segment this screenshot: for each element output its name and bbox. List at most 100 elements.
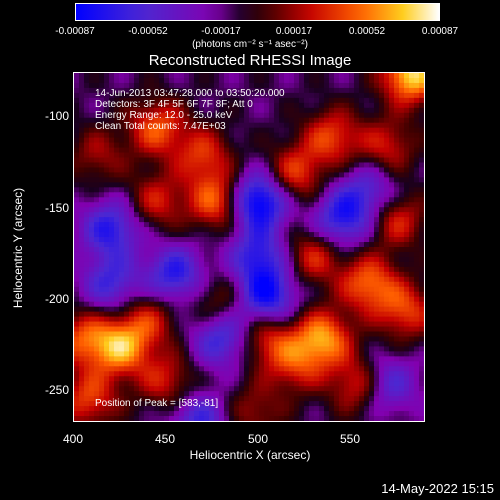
heatmap-pixel bbox=[184, 77, 190, 84]
heatmap-pixel bbox=[364, 326, 370, 333]
heatmap-pixel bbox=[274, 391, 280, 397]
heatmap-pixel bbox=[414, 97, 420, 104]
heatmap-pixel bbox=[289, 147, 295, 154]
heatmap-pixel bbox=[419, 381, 424, 387]
heatmap-pixel bbox=[144, 311, 150, 318]
heatmap-pixel bbox=[84, 182, 90, 188]
heatmap-pixel bbox=[314, 107, 320, 114]
heatmap-pixel bbox=[409, 281, 415, 288]
heatmap-pixel bbox=[349, 122, 355, 129]
heatmap-pixel bbox=[194, 251, 200, 258]
heatmap-pixel bbox=[234, 341, 240, 348]
heatmap-pixel bbox=[259, 251, 265, 258]
heatmap-pixel bbox=[244, 386, 250, 392]
heatmap-pixel bbox=[414, 73, 420, 79]
heatmap-pixel bbox=[199, 286, 205, 293]
heatmap-pixel bbox=[89, 82, 95, 89]
heatmap-pixel bbox=[304, 296, 310, 303]
heatmap-pixel bbox=[294, 147, 300, 154]
heatmap-pixel bbox=[344, 152, 350, 159]
heatmap-pixel bbox=[364, 187, 370, 193]
heatmap-pixel bbox=[194, 411, 200, 417]
heatmap-pixel bbox=[189, 157, 195, 164]
heatmap-pixel bbox=[229, 222, 235, 228]
heatmap-pixel bbox=[344, 341, 350, 348]
heatmap-pixel bbox=[104, 247, 110, 253]
heatmap-pixel bbox=[349, 416, 355, 421]
heatmap-pixel bbox=[264, 371, 270, 377]
heatmap-pixel bbox=[364, 321, 370, 328]
heatmap-pixel bbox=[119, 396, 125, 402]
heatmap-pixel bbox=[314, 92, 320, 99]
heatmap-pixel bbox=[119, 77, 125, 84]
heatmap-pixel bbox=[379, 366, 385, 372]
heatmap-pixel bbox=[284, 366, 290, 372]
heatmap-pixel bbox=[344, 107, 350, 114]
heatmap-pixel bbox=[224, 371, 230, 377]
heatmap-pixel bbox=[389, 331, 395, 338]
heatmap-pixel bbox=[409, 127, 415, 134]
heatmap-pixel bbox=[149, 391, 155, 397]
heatmap-pixel bbox=[409, 291, 415, 298]
heatmap-pixel bbox=[84, 391, 90, 397]
heatmap-pixel bbox=[239, 391, 245, 397]
heatmap-pixel bbox=[379, 416, 385, 421]
heatmap-pixel bbox=[364, 97, 370, 104]
heatmap-pixel bbox=[189, 371, 195, 377]
heatmap-pixel bbox=[389, 212, 395, 218]
heatmap-pixel bbox=[349, 77, 355, 84]
heatmap-pixel bbox=[99, 386, 105, 392]
heatmap-pixel bbox=[254, 291, 260, 298]
heatmap-pixel bbox=[279, 376, 285, 382]
heatmap-pixel bbox=[234, 177, 240, 183]
heatmap-pixel bbox=[289, 406, 295, 412]
heatmap-pixel bbox=[259, 306, 265, 313]
heatmap-pixel bbox=[334, 127, 340, 134]
heatmap-pixel bbox=[274, 346, 280, 352]
heatmap-pixel bbox=[274, 192, 280, 198]
heatmap-pixel bbox=[394, 271, 400, 278]
heatmap-pixel bbox=[234, 167, 240, 174]
heatmap-pixel bbox=[184, 197, 190, 203]
heatmap-pixel bbox=[389, 227, 395, 233]
heatmap-pixel bbox=[319, 242, 325, 248]
heatmap-pixel bbox=[199, 142, 205, 149]
heatmap-pixel bbox=[349, 411, 355, 417]
heatmap-pixel bbox=[269, 112, 275, 119]
heatmap-pixel bbox=[214, 247, 220, 253]
heatmap-pixel bbox=[204, 346, 210, 352]
heatmap-pixel bbox=[339, 276, 345, 283]
heatmap-pixel bbox=[164, 147, 170, 154]
heatmap-pixel bbox=[269, 212, 275, 218]
heatmap-pixel bbox=[134, 227, 140, 233]
heatmap-pixel bbox=[189, 222, 195, 228]
heatmap-pixel bbox=[369, 192, 375, 198]
heatmap-pixel bbox=[279, 147, 285, 154]
heatmap-pixel bbox=[279, 286, 285, 293]
heatmap-pixel bbox=[414, 87, 420, 94]
heatmap-pixel bbox=[259, 291, 265, 298]
heatmap-pixel bbox=[109, 391, 115, 397]
heatmap-pixel bbox=[404, 122, 410, 129]
heatmap-pixel bbox=[124, 371, 130, 377]
heatmap-pixel bbox=[244, 202, 250, 208]
heatmap-pixel bbox=[289, 276, 295, 283]
heatmap-pixel bbox=[374, 381, 380, 387]
heatmap-pixel bbox=[349, 396, 355, 402]
heatmap-pixel bbox=[204, 117, 210, 124]
heatmap-pixel bbox=[129, 172, 135, 178]
heatmap-pixel bbox=[199, 182, 205, 188]
heatmap-pixel bbox=[154, 242, 160, 248]
heatmap-pixel bbox=[149, 247, 155, 253]
heatmap-pixel bbox=[189, 162, 195, 169]
heatmap-pixel bbox=[239, 341, 245, 348]
heatmap-pixel bbox=[184, 237, 190, 243]
heatmap-pixel bbox=[239, 212, 245, 218]
heatmap-pixel bbox=[164, 366, 170, 372]
heatmap-pixel bbox=[259, 281, 265, 288]
heatmap-pixel bbox=[314, 147, 320, 154]
heatmap-pixel bbox=[334, 386, 340, 392]
heatmap-pixel bbox=[294, 157, 300, 164]
heatmap-pixel bbox=[269, 316, 275, 323]
heatmap-pixel bbox=[359, 406, 365, 412]
